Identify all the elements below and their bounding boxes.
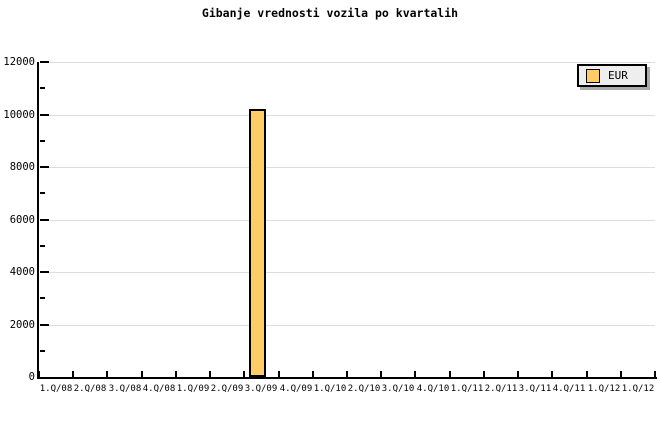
y-tick-label: 8000 (9, 161, 35, 173)
x-tick (517, 371, 519, 377)
x-tick-label: 3.Q/09 (244, 384, 278, 394)
y-major-tick (40, 166, 49, 168)
x-tick (654, 371, 656, 377)
x-tick-label: 1.Q/09 (176, 384, 210, 394)
y-tick-label: 4000 (9, 266, 35, 278)
y-gridline (40, 272, 655, 273)
y-tick-label: 6000 (9, 214, 35, 226)
legend-label-eur: EUR (608, 69, 628, 82)
x-tick-label: 2.Q/09 (210, 384, 244, 394)
x-tick-label: 3.Q/10 (381, 384, 415, 394)
x-tick-label: 1.Q/12 (621, 384, 655, 394)
y-major-tick (40, 271, 49, 273)
y-tick-label: 2000 (9, 319, 35, 331)
y-minor-tick (40, 192, 45, 194)
y-tick-label: 12000 (3, 56, 35, 68)
x-tick (551, 371, 553, 377)
x-tick (106, 371, 108, 377)
x-tick (278, 371, 280, 377)
bar-3.Q/09 (249, 109, 266, 377)
x-tick (141, 371, 143, 377)
x-tick-label: 4.Q/08 (142, 384, 176, 394)
x-tick (449, 371, 451, 377)
x-tick (72, 371, 74, 377)
x-axis-line (37, 377, 657, 379)
y-gridline (40, 220, 655, 221)
x-tick (38, 371, 40, 377)
y-minor-tick (40, 245, 45, 247)
y-major-tick (40, 324, 49, 326)
x-tick-label: 4.Q/11 (552, 384, 586, 394)
x-tick (243, 371, 245, 377)
x-tick-label: 1.Q/08 (39, 384, 73, 394)
x-tick-label: 4.Q/09 (279, 384, 313, 394)
x-tick (380, 371, 382, 377)
x-tick (586, 371, 588, 377)
y-tick-label: 0 (28, 371, 35, 383)
x-tick-label: 2.Q/08 (73, 384, 107, 394)
x-tick-label: 1.Q/10 (313, 384, 347, 394)
legend-swatch-eur (586, 68, 600, 83)
y-major-tick (40, 61, 49, 63)
y-minor-tick (40, 140, 45, 142)
y-major-tick (40, 114, 49, 116)
x-tick (209, 371, 211, 377)
y-gridline (40, 325, 655, 326)
y-minor-tick (40, 87, 45, 89)
x-tick-label: 1.Q/11 (450, 384, 484, 394)
x-tick-label: 3.Q/08 (108, 384, 142, 394)
y-minor-tick (40, 297, 45, 299)
y-gridline (40, 62, 655, 63)
x-tick-label: 3.Q/11 (518, 384, 552, 394)
x-tick (620, 371, 622, 377)
chart-title: Gibanje vrednosti vozila po kvartalih (201, 6, 459, 20)
x-tick-label: 4.Q/10 (416, 384, 450, 394)
x-tick (175, 371, 177, 377)
y-axis-line (37, 62, 39, 379)
x-tick-label: 1.Q/12 (587, 384, 621, 394)
x-tick (414, 371, 416, 377)
legend: EUR (577, 64, 647, 87)
y-minor-tick (40, 350, 45, 352)
y-major-tick (40, 219, 49, 221)
x-tick (483, 371, 485, 377)
y-tick-label: 10000 (3, 109, 35, 121)
x-tick (312, 371, 314, 377)
y-gridline (40, 167, 655, 168)
x-tick-label: 2.Q/11 (484, 384, 518, 394)
x-tick-label: 2.Q/10 (347, 384, 381, 394)
y-gridline (40, 115, 655, 116)
x-tick (346, 371, 348, 377)
